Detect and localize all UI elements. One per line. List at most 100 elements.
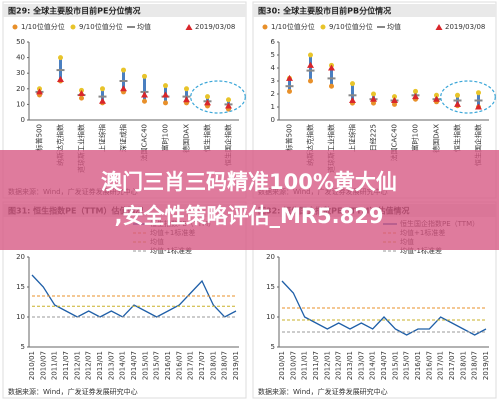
x-tick-label: 道琼斯工业指数	[327, 124, 336, 173]
y-tick-label: 4	[271, 64, 276, 72]
legend-label: 9/10位值分位	[329, 22, 373, 31]
current-mark	[183, 96, 190, 103]
x-tick-label: 2016/01	[414, 351, 422, 380]
high-dot	[184, 86, 189, 92]
x-tick-label: 2014/01	[369, 351, 377, 380]
low-dot	[371, 100, 376, 106]
legend-swatch	[435, 24, 443, 30]
series-line	[281, 280, 487, 336]
legend-label: 1/10位值分位	[271, 22, 315, 31]
current-mark	[454, 100, 461, 107]
x-tick-label: 恒生指数	[203, 124, 212, 152]
y-tick-label: 5	[271, 51, 275, 59]
x-tick-label: 富时100	[411, 124, 420, 151]
current-mark	[99, 97, 106, 104]
low-dot	[308, 78, 313, 84]
x-tick-label: 标普500	[35, 124, 44, 151]
x-tick-label: 2013/07	[357, 351, 365, 380]
y-tick-label: 15	[16, 283, 25, 291]
legend-swatch	[12, 24, 18, 30]
current-mark	[370, 95, 377, 102]
y-tick-label: 20	[266, 253, 275, 261]
current-mark	[204, 99, 211, 106]
x-tick-label: 德国DAX	[182, 124, 191, 153]
legend-label: 均值-1标准差	[150, 246, 192, 255]
series-line	[31, 274, 237, 318]
legend-swatch	[320, 24, 326, 30]
x-tick-label: 2012/07	[85, 351, 93, 380]
x-tick-label: 2010/01	[278, 351, 286, 380]
legend-label: 均值	[137, 22, 151, 31]
legend-label: 9/10位值分位	[79, 22, 123, 31]
high-dot	[434, 92, 439, 98]
x-tick-label: 德国DAX	[432, 124, 441, 153]
x-tick-label: 2017/07	[448, 351, 456, 380]
current-mark	[162, 91, 169, 98]
x-tick-label: 2013/01	[346, 351, 354, 380]
high-dot	[413, 88, 418, 94]
y-tick-label: 10	[16, 100, 25, 108]
high-dot	[226, 97, 231, 103]
highlight-circle	[190, 80, 246, 114]
chart-title: 图30: 全球主要股市目前PB分位情况	[258, 6, 391, 16]
y-tick-label: 6	[271, 38, 276, 46]
overlay-text: 澳门三肖三码精准100%黄大仙	[101, 170, 397, 194]
x-tick-label: 2017/07	[198, 351, 206, 380]
y-tick-label: 0	[271, 116, 275, 124]
x-tick-label: 日经225	[369, 124, 378, 151]
y-tick-label: 2	[271, 90, 275, 98]
current-mark	[225, 102, 232, 109]
x-tick-label: 标普500	[285, 124, 294, 151]
high-dot	[100, 86, 105, 92]
current-mark	[307, 61, 314, 68]
x-tick-label: 2019/01	[232, 351, 240, 380]
x-tick-label: 2019/01	[482, 351, 490, 380]
high-dot	[308, 52, 313, 58]
high-dot	[163, 83, 168, 89]
x-tick-label: 2018/07	[471, 351, 479, 380]
x-tick-label: 2011/07	[62, 351, 70, 380]
y-tick-label: 20	[16, 253, 25, 261]
legend-label: 2019/03/08	[445, 23, 485, 31]
x-tick-label: 2013/01	[96, 351, 104, 380]
high-dot	[350, 81, 355, 87]
x-tick-label: 2017/01	[187, 351, 195, 380]
x-tick-label: 2015/07	[403, 351, 411, 380]
x-tick-label: 2014/07	[380, 351, 388, 380]
x-tick-label: 2016/07	[175, 351, 183, 380]
y-tick-label: 5	[271, 343, 275, 351]
low-dot	[329, 83, 334, 89]
current-mark	[328, 64, 335, 71]
x-tick-label: 上证综指	[98, 124, 107, 152]
high-dot	[476, 90, 481, 96]
legend-swatch	[262, 24, 268, 30]
current-mark	[286, 74, 293, 81]
legend-label: 1/10位值分位	[21, 22, 65, 31]
current-mark	[391, 97, 398, 103]
low-dot	[392, 101, 397, 107]
high-dot	[455, 92, 460, 98]
chart-title: 图29: 全球主要股市目前PE分位情况	[8, 6, 140, 16]
x-tick-label: 2011/01	[51, 351, 59, 380]
high-dot	[392, 94, 397, 100]
y-tick-label: 5	[21, 343, 25, 351]
source: 数据来源：Wind，广发证券发展研究中心	[258, 387, 388, 396]
current-mark	[57, 75, 64, 82]
x-tick-label: 2016/01	[164, 351, 172, 380]
x-tick-label: 纳斯达克指数	[306, 124, 315, 166]
x-tick-label: 2010/01	[28, 351, 36, 380]
x-tick-label: 2016/07	[425, 351, 433, 380]
overlay-text: ,安全性策略评估_MR5.829	[115, 204, 384, 228]
legend-swatch	[70, 24, 76, 30]
title-bar	[3, 4, 246, 17]
high-dot	[58, 55, 63, 61]
x-tick-label: 2013/07	[107, 351, 115, 380]
y-tick-label: 1	[271, 103, 275, 111]
y-tick-label: 10	[266, 313, 275, 321]
x-tick-label: 2011/01	[301, 351, 309, 380]
x-tick-label: 恒生国企指数	[224, 124, 233, 166]
y-tick-label: 40	[16, 54, 25, 62]
source: 数据来源：Wind，广发证券发展研究中心	[8, 387, 138, 396]
current-mark	[475, 103, 482, 110]
